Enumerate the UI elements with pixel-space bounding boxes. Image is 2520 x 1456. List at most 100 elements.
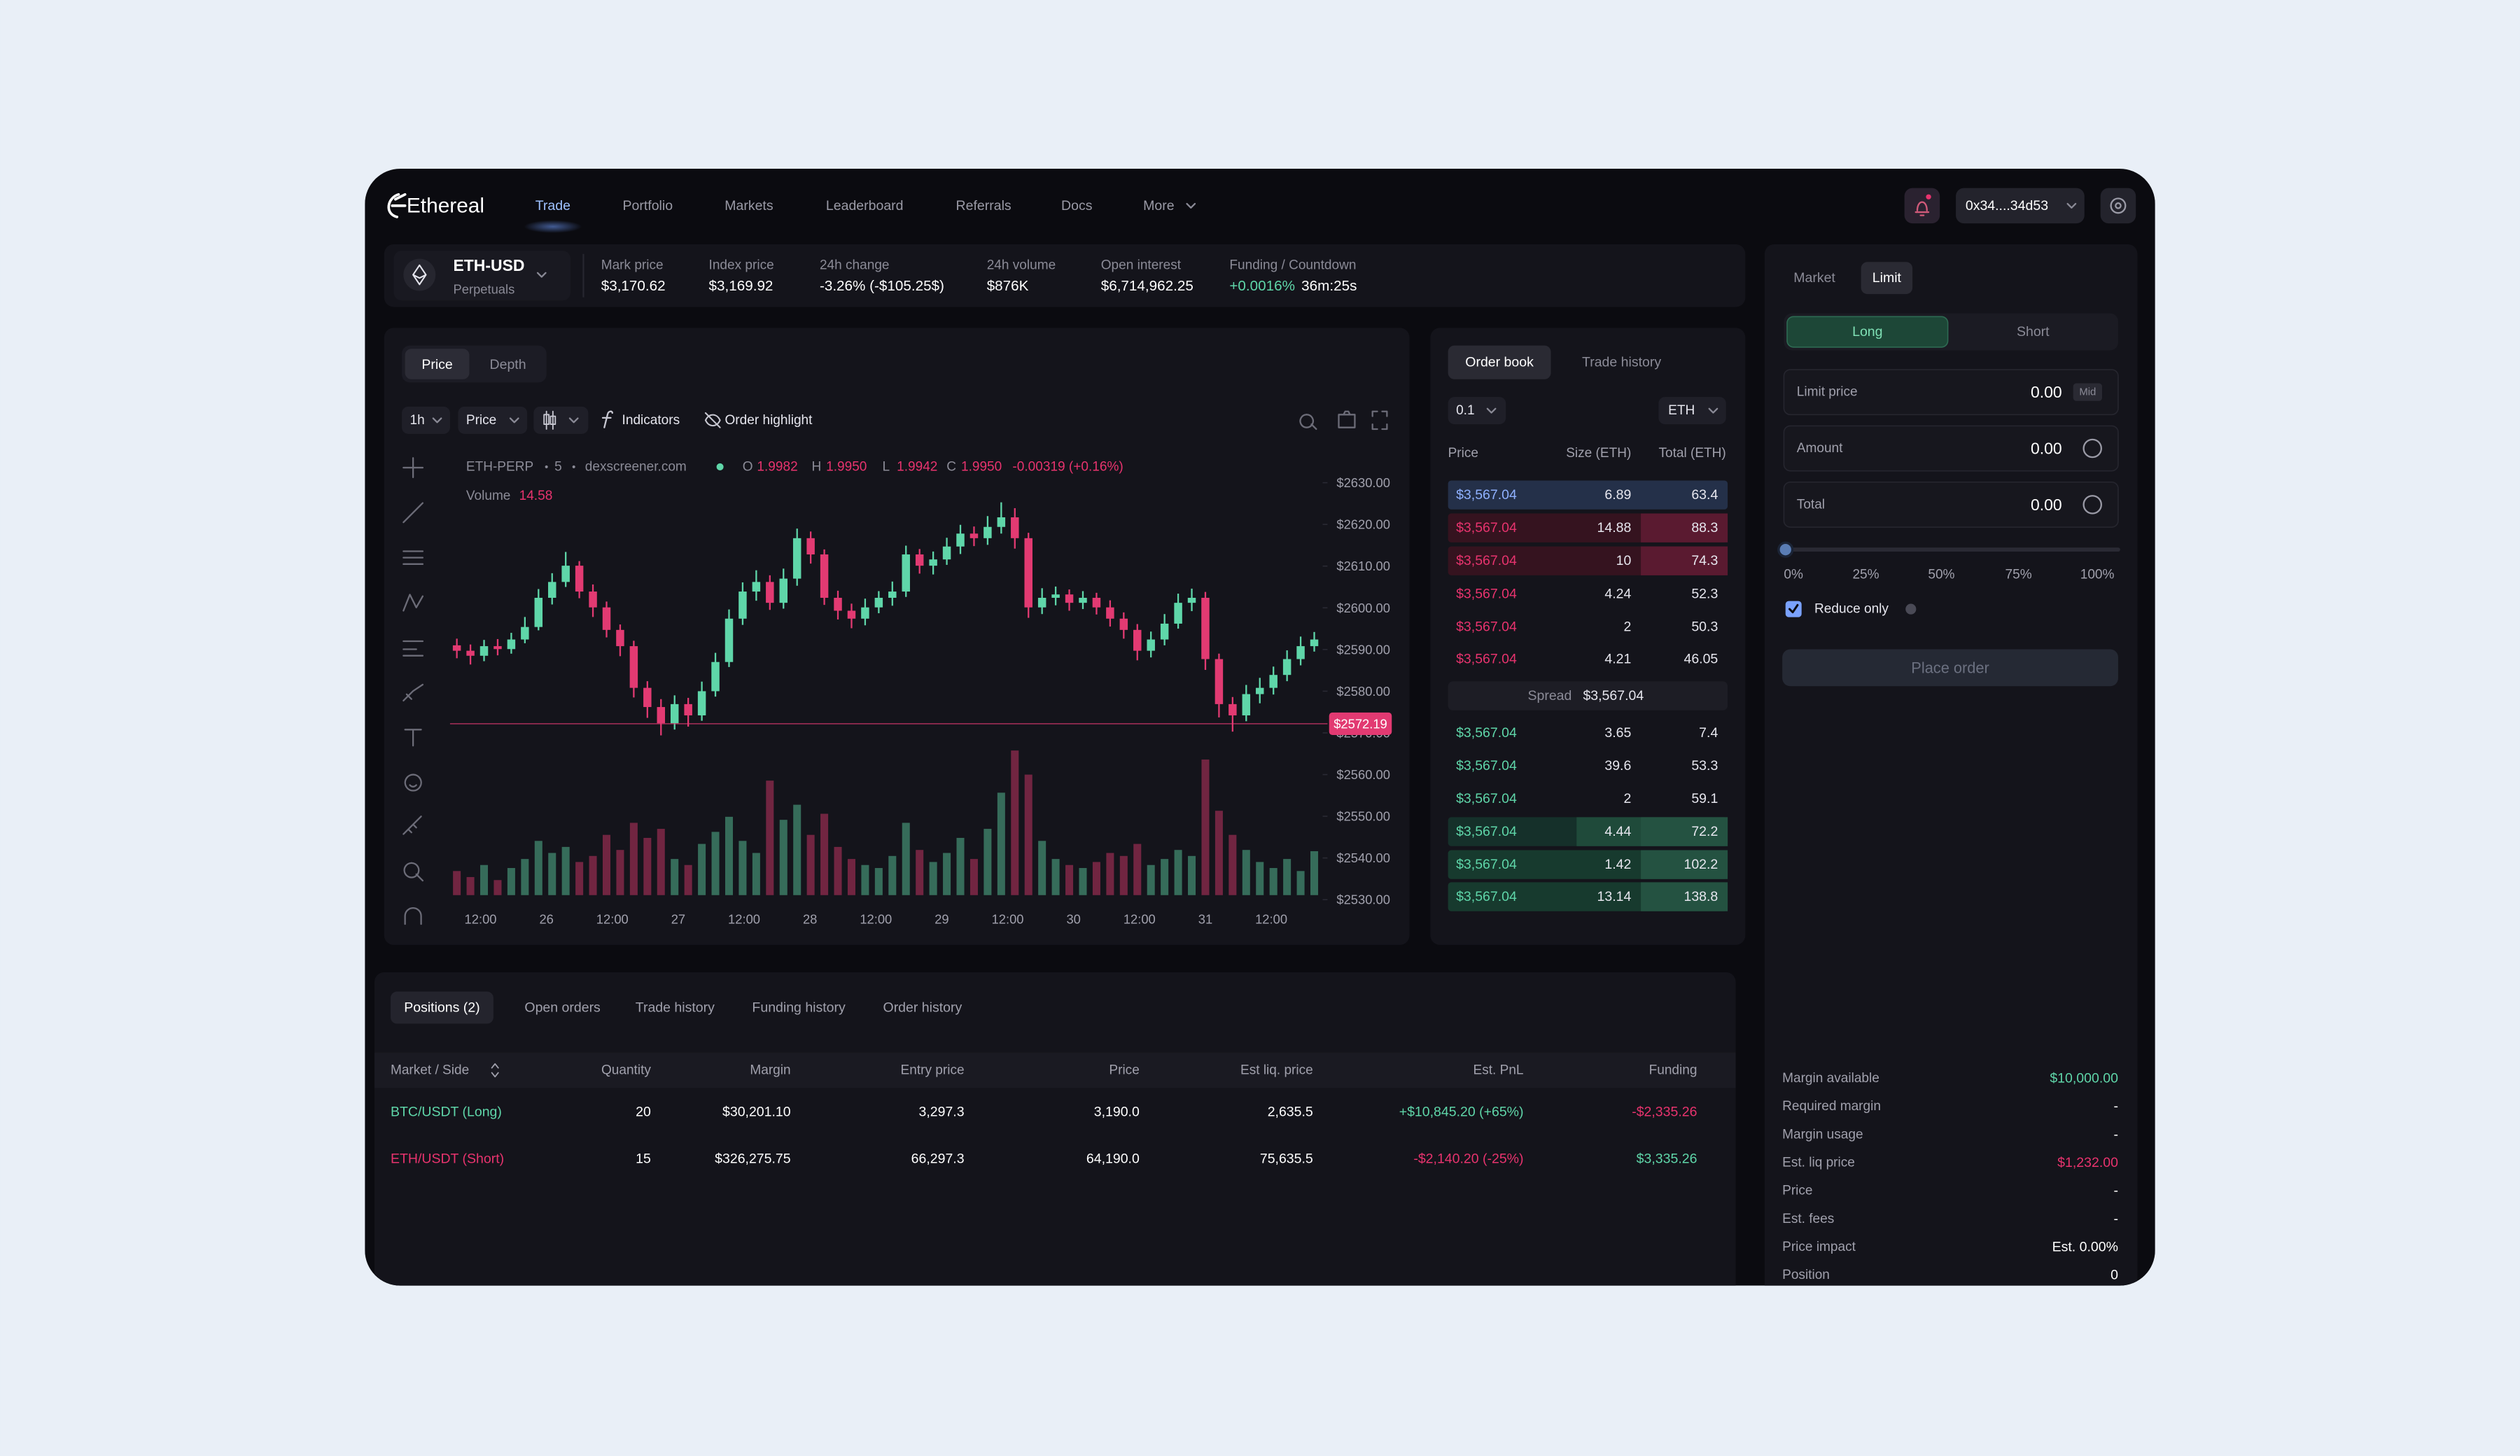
camera-icon (1338, 410, 1356, 428)
tab[interactable]: Positions (2) (404, 1000, 479, 1015)
drawing-tool-icon[interactable] (404, 729, 422, 747)
table-cell: $30,201.10 (722, 1105, 791, 1120)
volume-bar (806, 834, 815, 895)
order-size: 2 (1623, 619, 1631, 634)
tab[interactable]: Limit (1872, 270, 1902, 286)
table-cell: BTC/USDT (Long) (391, 1105, 502, 1120)
checkbox[interactable] (1785, 601, 1802, 617)
y-tick-label: $2620.00 (1336, 517, 1390, 532)
table-cell: 75,635.5 (1260, 1151, 1313, 1166)
nav-link[interactable]: Markets (724, 198, 774, 214)
active-tab[interactable] (1448, 345, 1551, 379)
stat-label: Open interest (1101, 258, 1182, 272)
field-label: Total (1797, 497, 1825, 512)
button-label[interactable]: Place order (1911, 659, 1989, 676)
market-kind: Perpetuals (454, 282, 515, 297)
candle-body (752, 582, 761, 592)
candle-body (834, 597, 842, 611)
volume-bar (1242, 850, 1250, 895)
candle-body (1160, 623, 1169, 640)
input-field[interactable] (1783, 425, 2119, 472)
tab[interactable]: Open orders (524, 1000, 601, 1015)
side-option[interactable]: Long (1852, 324, 1882, 340)
input-field[interactable] (1783, 369, 2119, 416)
volume-bar (752, 853, 760, 895)
input-field[interactable] (1783, 481, 2119, 528)
volume-bar (983, 829, 992, 895)
drawing-tool-icon[interactable] (402, 594, 424, 612)
nav-link[interactable]: More (1143, 198, 1174, 214)
table-cell: -$2,140.20 (-25%) (1413, 1151, 1523, 1166)
nav-link[interactable]: Portfolio (623, 198, 673, 214)
nav-link[interactable]: Trade (536, 198, 570, 214)
column-header: Size (ETH) (1566, 446, 1631, 461)
y-tick-label: $2540.00 (1336, 850, 1390, 865)
x-tick-label: 30 (1066, 912, 1080, 927)
volume-bar (548, 853, 556, 895)
eye-off-icon (704, 412, 721, 428)
drawing-tool-icon[interactable] (404, 907, 422, 925)
market-symbol: ETH-USD (454, 256, 525, 274)
drawing-tool-icon[interactable] (402, 550, 424, 565)
candle-body (507, 639, 516, 650)
interval-select[interactable] (402, 406, 450, 434)
x-tick-label: 12:00 (596, 912, 629, 927)
volume-bar (847, 859, 855, 895)
candle-body (466, 650, 475, 656)
drawing-tool-icon[interactable] (402, 640, 424, 657)
drawing-tool-icon[interactable] (402, 502, 424, 524)
price-type-select[interactable] (458, 406, 528, 434)
tab[interactable]: Order book (1465, 355, 1534, 370)
unit-select[interactable] (1658, 397, 1726, 425)
tab[interactable]: Funding history (752, 1000, 846, 1015)
chevron-icon (1486, 407, 1497, 414)
table-cell: $326,275.75 (715, 1151, 791, 1166)
nav-link[interactable]: Docs (1061, 198, 1093, 214)
settings-button[interactable] (2100, 188, 2136, 224)
candle-body (779, 578, 788, 603)
drawing-tool-icon[interactable] (402, 683, 424, 702)
wallet-button[interactable] (1956, 188, 2085, 224)
eth-glyph (412, 264, 427, 286)
tab[interactable]: Depth (490, 357, 526, 372)
tab[interactable]: Market (1793, 270, 1835, 286)
nav-link[interactable]: Referrals (956, 198, 1011, 214)
drawing-tool-icon[interactable] (403, 862, 424, 882)
summary-label: Required margin (1782, 1099, 1881, 1114)
tab[interactable]: Trade history (636, 1000, 715, 1015)
separator-dot (572, 465, 575, 468)
long-button[interactable] (1786, 316, 1949, 348)
drawing-tool-icon[interactable] (404, 774, 422, 792)
x-tick-label: 26 (539, 912, 553, 927)
market-selector[interactable] (393, 251, 571, 301)
slider-label: 75% (2005, 567, 2032, 582)
market-bar (384, 244, 1746, 307)
slider-thumb[interactable] (1777, 541, 1794, 558)
chart-style-select[interactable] (533, 406, 589, 434)
y-tick-label: $2630.00 (1336, 475, 1390, 490)
nav-link[interactable]: Leaderboard (826, 198, 904, 214)
candle-body (1256, 687, 1264, 694)
place-order-button[interactable] (1782, 649, 2118, 687)
active-tab-glow (524, 220, 582, 233)
unit-value: ETH (1668, 403, 1695, 418)
active-tab[interactable] (1861, 262, 1913, 295)
legend-volume: 14.58 (519, 489, 553, 503)
order-highlight-button[interactable]: Order highlight (724, 413, 813, 428)
drawing-tool-icon[interactable] (402, 457, 424, 479)
order-price: $3,567.04 (1456, 553, 1517, 568)
indicators-button[interactable]: Indicators (622, 413, 680, 428)
field-label: Limit price (1797, 385, 1858, 400)
summary-value: - (2113, 1127, 2118, 1142)
active-tab[interactable] (390, 991, 493, 1024)
tab[interactable]: Price (421, 357, 452, 372)
active-tab[interactable] (405, 349, 470, 379)
side-option[interactable]: Short (2017, 324, 2050, 340)
size-select[interactable] (1448, 397, 1506, 425)
drawing-tool-icon[interactable] (402, 816, 422, 835)
legend-source: dexscreener.com (585, 459, 687, 474)
tab[interactable]: Trade history (1582, 355, 1661, 370)
notifications-button[interactable] (1904, 188, 1940, 224)
tab[interactable]: Order history (883, 1000, 962, 1015)
